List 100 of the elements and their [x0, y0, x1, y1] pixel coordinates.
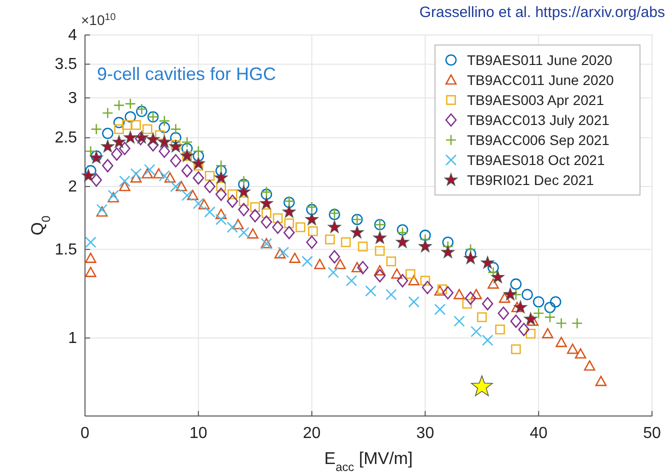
point [328, 266, 339, 278]
point [454, 288, 465, 300]
point [113, 116, 125, 128]
point [119, 180, 130, 192]
point [488, 262, 499, 274]
point [192, 150, 204, 162]
point [114, 124, 124, 134]
point [237, 185, 250, 198]
point [532, 296, 544, 308]
point [296, 222, 306, 232]
point [488, 266, 499, 278]
point [566, 344, 578, 354]
point [108, 192, 119, 202]
point [374, 246, 385, 256]
point [442, 236, 454, 248]
point [250, 202, 260, 212]
point [495, 324, 505, 334]
point [374, 269, 386, 282]
point [542, 328, 554, 338]
x-tick-label: 0 [80, 425, 90, 442]
point [215, 188, 227, 201]
point [119, 175, 130, 187]
point [238, 175, 250, 187]
point [238, 178, 250, 190]
point [374, 265, 386, 276]
point [406, 269, 416, 279]
point [124, 130, 137, 144]
point [204, 206, 216, 218]
point [192, 156, 205, 170]
point [514, 300, 528, 314]
y-tick-label: 1 [68, 330, 78, 348]
point [154, 130, 165, 140]
point [328, 250, 340, 264]
point [391, 268, 402, 279]
point [302, 256, 313, 268]
point [462, 298, 472, 309]
point [441, 245, 454, 258]
point [226, 194, 238, 208]
point [358, 242, 368, 252]
point [365, 285, 376, 297]
point [85, 266, 96, 278]
point [249, 209, 261, 222]
x-tick-label: 20 [302, 425, 321, 442]
point [170, 132, 182, 144]
point [215, 208, 227, 220]
point [334, 258, 346, 270]
point [82, 168, 95, 182]
text: ×10$^{10}$ [81, 12, 116, 28]
point [488, 278, 499, 289]
point [112, 135, 126, 148]
point [396, 235, 410, 248]
point [283, 226, 295, 240]
point [396, 224, 408, 236]
point [527, 316, 539, 326]
point [102, 107, 114, 119]
point [482, 297, 494, 310]
point [146, 132, 160, 146]
point [522, 288, 533, 300]
point [284, 218, 294, 228]
point [122, 120, 132, 130]
point [373, 231, 386, 244]
point [238, 226, 250, 238]
point [544, 302, 556, 314]
y-tick-label: 2 [68, 178, 78, 196]
point [113, 100, 125, 111]
point [434, 285, 446, 296]
point [204, 170, 215, 181]
legend-label: TB9ACC006 Sep 2021 [467, 132, 610, 148]
point [181, 190, 193, 202]
point [480, 256, 494, 269]
point [260, 188, 272, 200]
point [111, 147, 122, 161]
point [482, 334, 494, 346]
point [260, 186, 272, 198]
point [142, 168, 154, 178]
point [90, 173, 102, 187]
point [215, 160, 227, 172]
point [464, 251, 478, 264]
point [282, 205, 296, 218]
point [510, 314, 522, 328]
point [272, 213, 283, 224]
point [215, 214, 227, 226]
point [491, 270, 504, 284]
point [192, 146, 204, 157]
point [314, 258, 326, 270]
point [442, 286, 454, 300]
point [422, 280, 434, 294]
point [192, 198, 204, 210]
point [477, 312, 487, 322]
point [260, 196, 274, 210]
point [550, 296, 562, 308]
y-tick-label: 2.5 [54, 130, 78, 147]
point [470, 326, 482, 338]
point [144, 164, 156, 176]
point [181, 164, 193, 178]
point [232, 218, 244, 230]
point [216, 182, 226, 192]
point [169, 140, 182, 152]
point [262, 208, 272, 218]
point [85, 236, 96, 248]
